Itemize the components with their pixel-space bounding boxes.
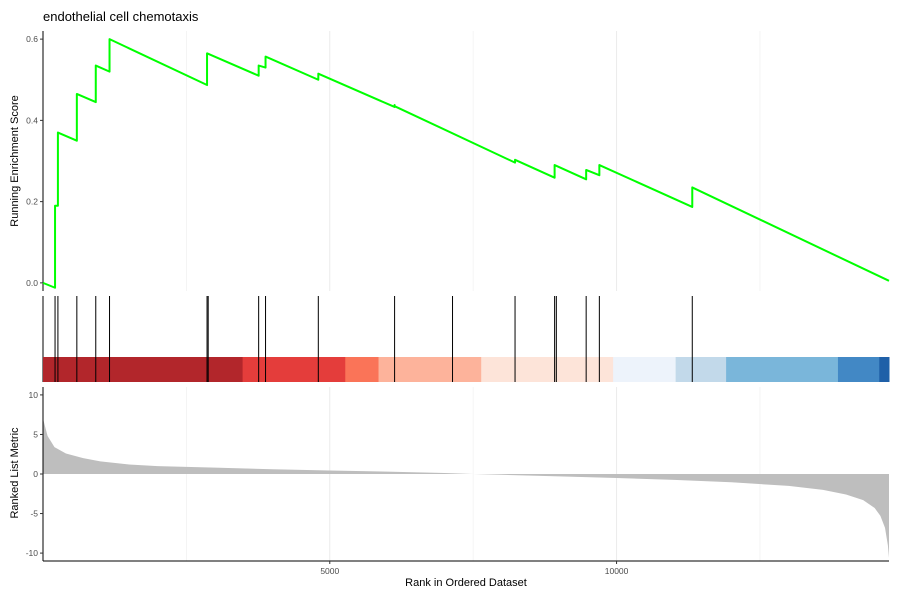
rank-band: [345, 357, 380, 382]
y-tick-label: 0.0: [26, 278, 38, 288]
rank-band: [481, 357, 614, 382]
rank-band: [675, 357, 727, 382]
y-tick-label: -5: [30, 509, 38, 519]
ranked-metric-area: [43, 418, 889, 558]
gene-hit-panel: [42, 296, 890, 382]
rank-band: [879, 357, 890, 382]
running-score-ylabel: Running Enrichment Score: [9, 95, 21, 226]
rank-band: [837, 357, 880, 382]
y-tick-label: 5: [33, 429, 38, 439]
x-tick-label: 5000: [320, 566, 339, 576]
running-score-line: [42, 38, 890, 289]
rank-band: [378, 357, 482, 382]
running-score-panel: 0.0 0.2 0.4 0.6: [26, 31, 890, 291]
rank-band: [613, 357, 677, 382]
rank-band: [726, 357, 839, 382]
ranked-metric-panel: -10 -5 0 5 10 5000 10000: [26, 387, 889, 576]
x-tick-label: 10000: [605, 566, 629, 576]
y-tick-label: 0.4: [26, 115, 38, 125]
y-tick-label: 0: [33, 469, 38, 479]
y-tick-label: 0.2: [26, 197, 38, 207]
rank-band: [43, 357, 244, 382]
chart-title: endothelial cell chemotaxis: [43, 9, 199, 24]
x-axis-title: Rank in Ordered Dataset: [405, 577, 527, 589]
y-tick-label: -10: [26, 548, 39, 558]
y-tick-label: 10: [29, 390, 39, 400]
ranked-metric-ylabel: Ranked List Metric: [9, 427, 21, 519]
y-tick-label: 0.6: [26, 34, 38, 44]
rank-band: [242, 357, 346, 382]
